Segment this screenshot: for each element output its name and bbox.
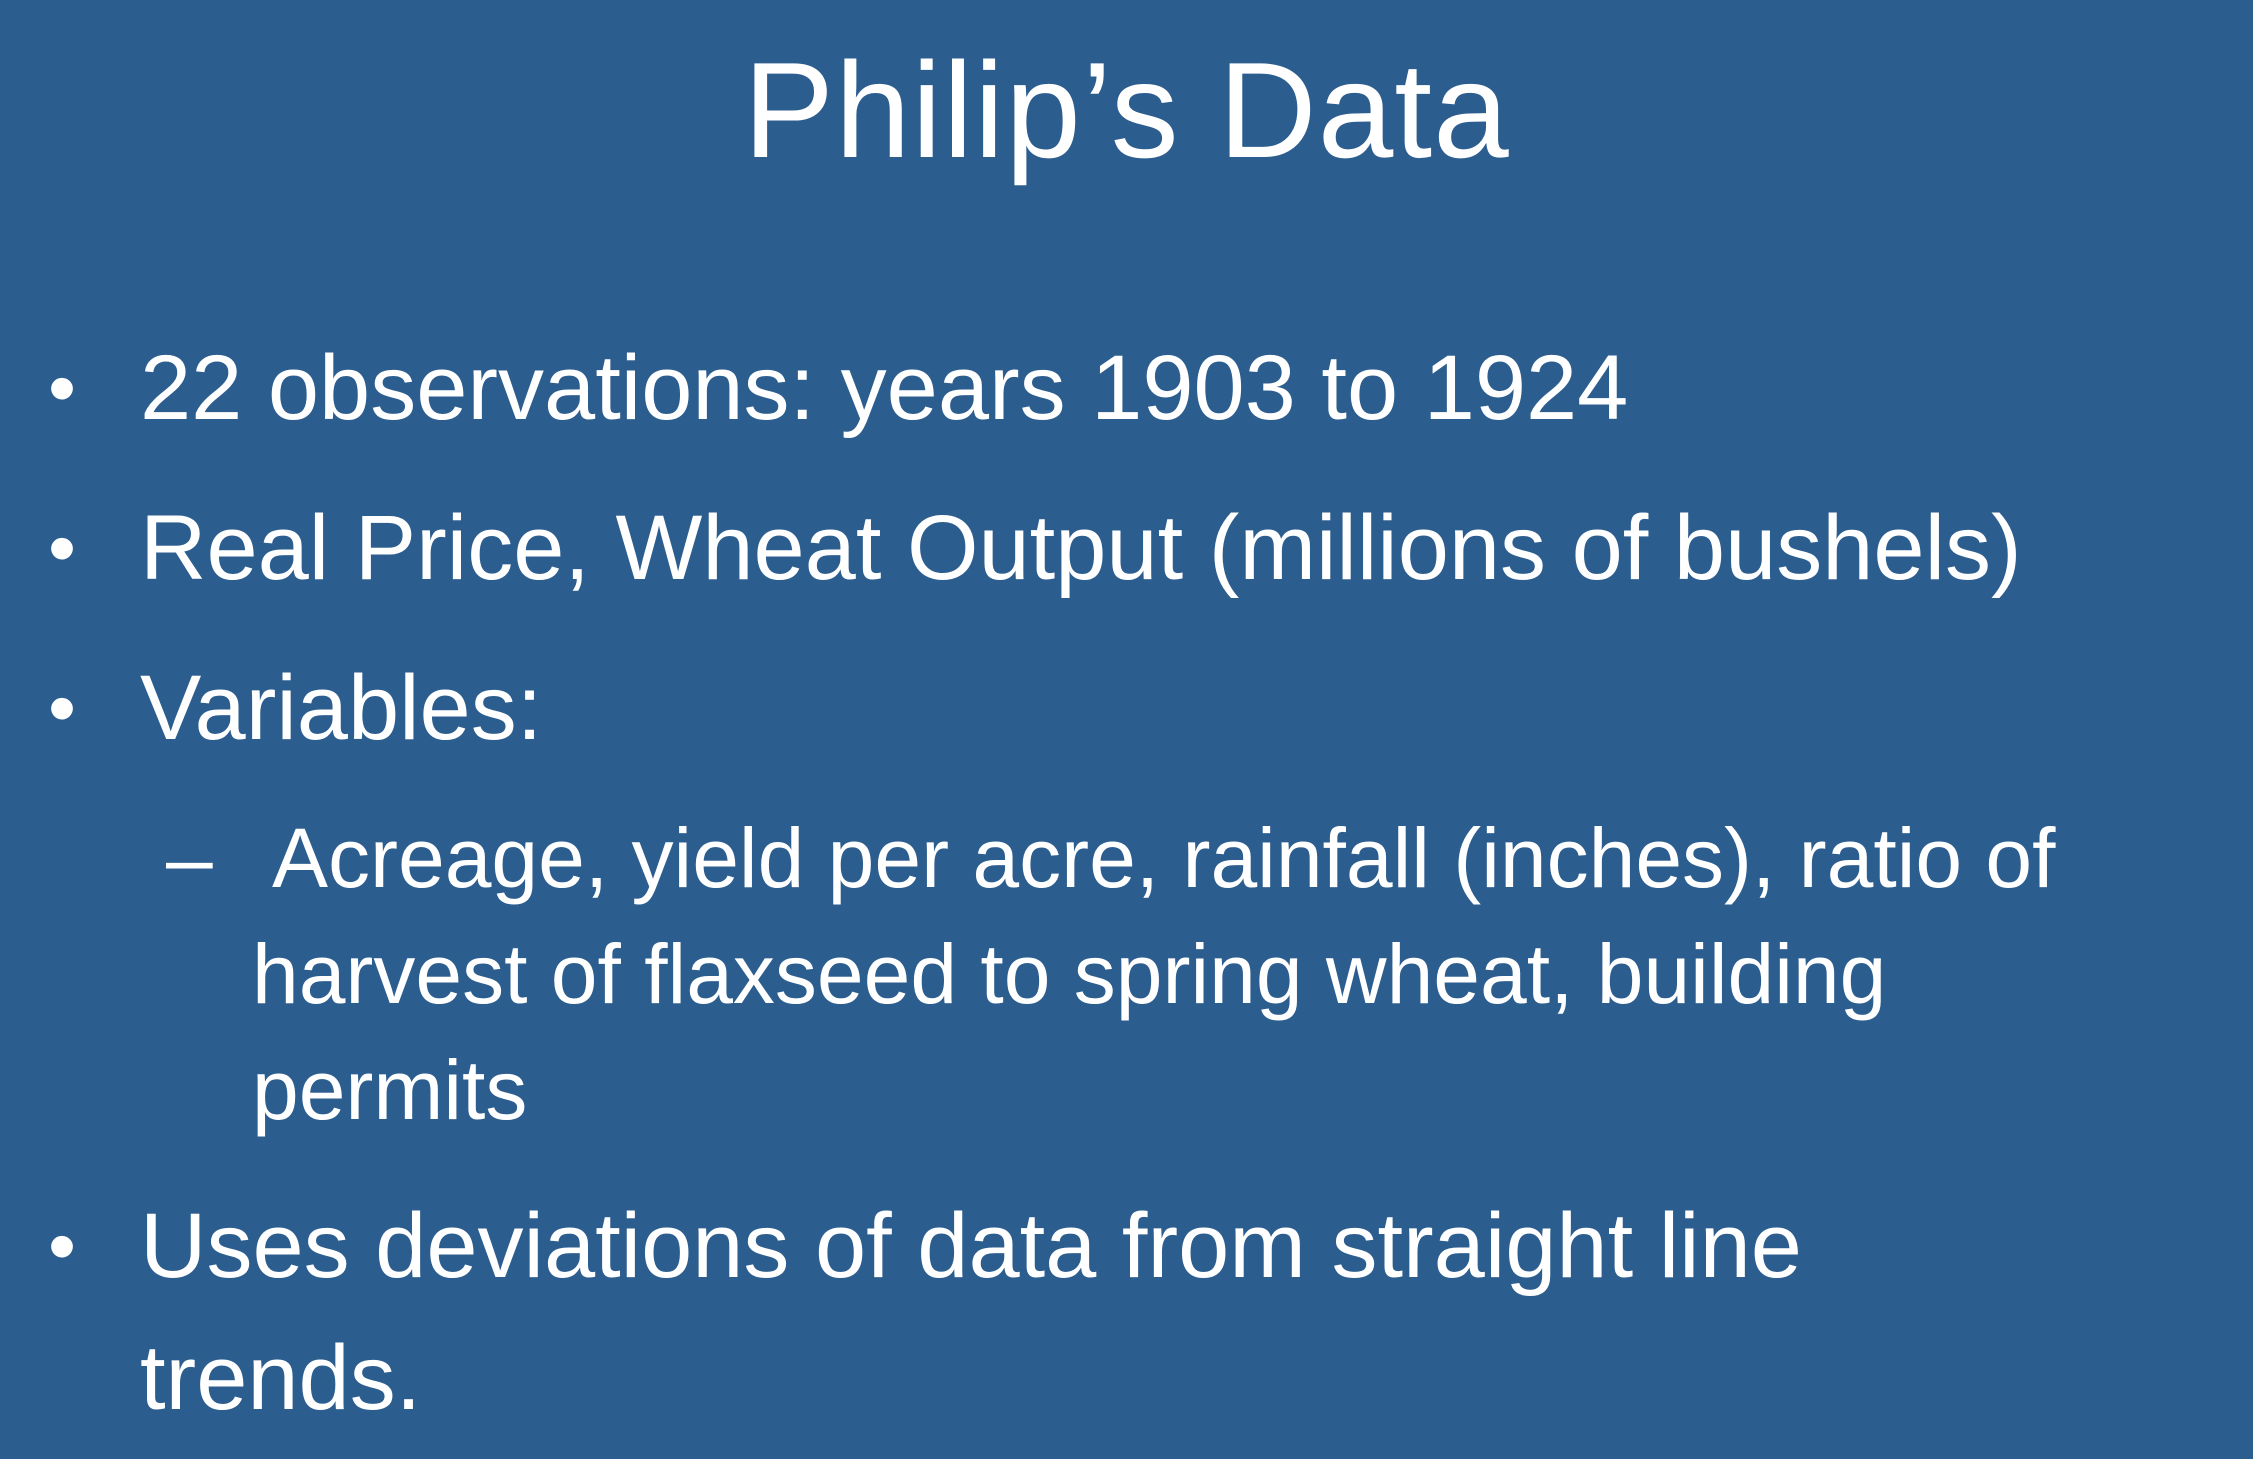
- sub-bullet-variables-list: – Acreage, yield per acre, rainfall (inc…: [166, 800, 2212, 1148]
- bullet-marker: •: [48, 343, 77, 432]
- bullet-text: 22 observations: years 1903 to 1924: [140, 337, 1629, 439]
- bullet-observations: • 22 observations: years 1903 to 1924: [48, 322, 2230, 454]
- sub-bullet-line-3: permits: [252, 1043, 528, 1137]
- bullet-text-line-1: Uses deviations of data from straight li…: [140, 1195, 1802, 1297]
- bullet-real-price: • Real Price, Wheat Output (millions of …: [48, 482, 2230, 614]
- bullet-text-line-2: trends.: [140, 1327, 422, 1429]
- sub-bullet-marker: –: [166, 811, 213, 905]
- bullet-marker: •: [48, 503, 77, 592]
- bullet-variables: • Variables:: [48, 642, 2230, 774]
- bullet-marker: •: [48, 1201, 77, 1290]
- sub-bullet-line-2: harvest of flaxseed to spring wheat, bui…: [252, 927, 1887, 1021]
- bullet-deviations: • Uses deviations of data from straight …: [48, 1180, 2230, 1444]
- bullet-marker: •: [48, 663, 77, 752]
- slide-title: Philip’s Data: [743, 34, 1510, 186]
- sub-bullet-line-1: Acreage, yield per acre, rainfall (inche…: [272, 811, 2056, 905]
- bullet-text: Real Price, Wheat Output (millions of bu…: [140, 497, 2022, 599]
- bullet-text: Variables:: [140, 657, 543, 759]
